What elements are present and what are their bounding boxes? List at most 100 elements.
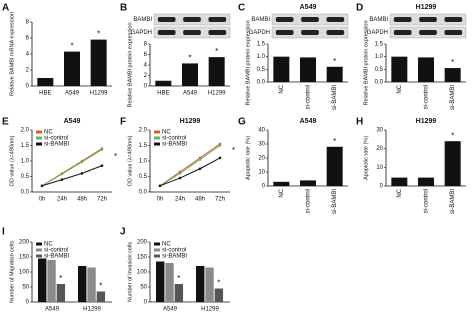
- blot-band: [183, 30, 201, 35]
- x-tick-label: A549: [183, 91, 198, 97]
- legend-label: si-BAMBI: [44, 142, 69, 148]
- blot-label: BAMBI: [251, 17, 270, 23]
- x-tick-label: si-BAMBI: [450, 189, 456, 214]
- legend-swatch: [154, 130, 160, 134]
- x-tick-label: si-control: [306, 189, 312, 213]
- x-tick-label: NC: [397, 188, 403, 197]
- x-tick-label: H1299: [208, 91, 226, 97]
- bar: [87, 267, 96, 302]
- legend-swatch: [154, 142, 160, 146]
- legend-label: NC: [162, 130, 171, 136]
- significance: *: [114, 152, 117, 161]
- legend-swatch: [36, 142, 42, 146]
- blot-label: BAMBI: [133, 17, 152, 23]
- panel-letter: G: [238, 117, 246, 128]
- panel: B Relative BAMBI protein expression 0 2 4 6 8 B…: [120, 3, 231, 108]
- x-tick-label: NC: [397, 84, 403, 93]
- panel-title: H1299: [180, 118, 201, 125]
- y-tick-label: 4: [144, 63, 148, 69]
- bar: [182, 63, 198, 86]
- point: [178, 172, 182, 175]
- x-tick-label: 48h: [195, 197, 205, 203]
- y-axis-label: OD value (λ=490nm): [127, 135, 133, 186]
- blot-band: [393, 17, 412, 22]
- bar: [174, 284, 184, 302]
- y-axis-label: Relative BAMBI protein expression: [127, 23, 133, 108]
- legend-swatch: [36, 248, 42, 252]
- blot-band: [183, 17, 201, 22]
- significance: *: [188, 54, 191, 63]
- bar: [418, 177, 434, 186]
- panel-title: A549: [64, 118, 81, 125]
- point: [158, 184, 162, 188]
- legend-swatch: [154, 136, 160, 140]
- x-tick-label: A549: [65, 91, 80, 97]
- legend-swatch: [36, 254, 42, 258]
- x-tick-label: 24h: [175, 197, 185, 203]
- bar: [214, 288, 224, 302]
- y-tick-label: 20: [258, 156, 265, 162]
- point: [218, 156, 222, 160]
- y-tick-label: 0: [26, 84, 30, 90]
- y-axis-label: Number of Invasion cells: [127, 242, 133, 302]
- y-tick-label: 1.0: [257, 54, 266, 60]
- legend-swatch: [36, 136, 42, 140]
- x-tick-label: H1299: [201, 307, 219, 313]
- panel-title: H1299: [416, 118, 437, 125]
- bar: [196, 266, 205, 302]
- x-tick-label: 0h: [39, 197, 46, 203]
- panel: H H1299 Apoptotic rate (%) 0 10 20 30 NC si-cont…: [356, 117, 466, 214]
- point: [60, 172, 64, 176]
- blot-band: [326, 30, 345, 35]
- legend-label: si-BAMBI: [162, 254, 187, 260]
- y-axis-label: Relative BAMBI protein expression: [363, 21, 369, 106]
- bar: [300, 180, 316, 186]
- y-tick-label: 30: [376, 128, 383, 134]
- bar: [444, 68, 461, 82]
- bar: [418, 57, 434, 82]
- line: [159, 143, 221, 187]
- significance: *: [451, 58, 454, 67]
- bar: [391, 177, 408, 186]
- significance: *: [97, 30, 100, 39]
- y-tick-label: 0: [262, 184, 266, 190]
- significance: *: [215, 47, 218, 56]
- bar: [156, 261, 165, 302]
- point: [60, 178, 64, 181]
- x-tick-label: A549: [45, 307, 60, 313]
- legend-swatch: [154, 254, 160, 258]
- y-tick-label: 200: [19, 240, 30, 246]
- bar: [165, 263, 174, 302]
- x-tick-label: 0h: [157, 197, 164, 203]
- legend-swatch: [36, 242, 42, 246]
- significance: *: [333, 137, 336, 146]
- legend-label: NC: [44, 242, 53, 248]
- x-tick-label: si-BAMBI: [332, 85, 338, 110]
- bar: [273, 56, 290, 82]
- y-tick-label: 2.0: [21, 128, 30, 134]
- y-tick-label: 0.5: [139, 174, 148, 180]
- significance: *: [451, 131, 454, 140]
- line: [159, 157, 221, 187]
- bar: [391, 56, 408, 82]
- blot-label: GAPDH: [249, 30, 270, 36]
- point: [218, 144, 222, 147]
- panel-title: A549: [300, 118, 317, 125]
- x-tick-label: si-control: [424, 189, 430, 213]
- y-tick-label: 0: [144, 84, 148, 90]
- bar: [444, 141, 461, 186]
- blot-band: [444, 30, 463, 35]
- x-tick-label: HBE: [39, 91, 51, 97]
- y-tick-label: 30: [258, 142, 265, 148]
- blot-band: [157, 30, 176, 35]
- significance: *: [333, 57, 336, 66]
- line: [41, 149, 103, 187]
- legend-label: si-BAMBI: [44, 254, 69, 260]
- blot-band: [301, 30, 319, 35]
- line: [41, 165, 103, 187]
- bar: [47, 260, 56, 302]
- y-tick-label: 0.5: [375, 67, 384, 73]
- y-tick-label: 50: [22, 285, 29, 291]
- panel-letter: B: [120, 3, 127, 14]
